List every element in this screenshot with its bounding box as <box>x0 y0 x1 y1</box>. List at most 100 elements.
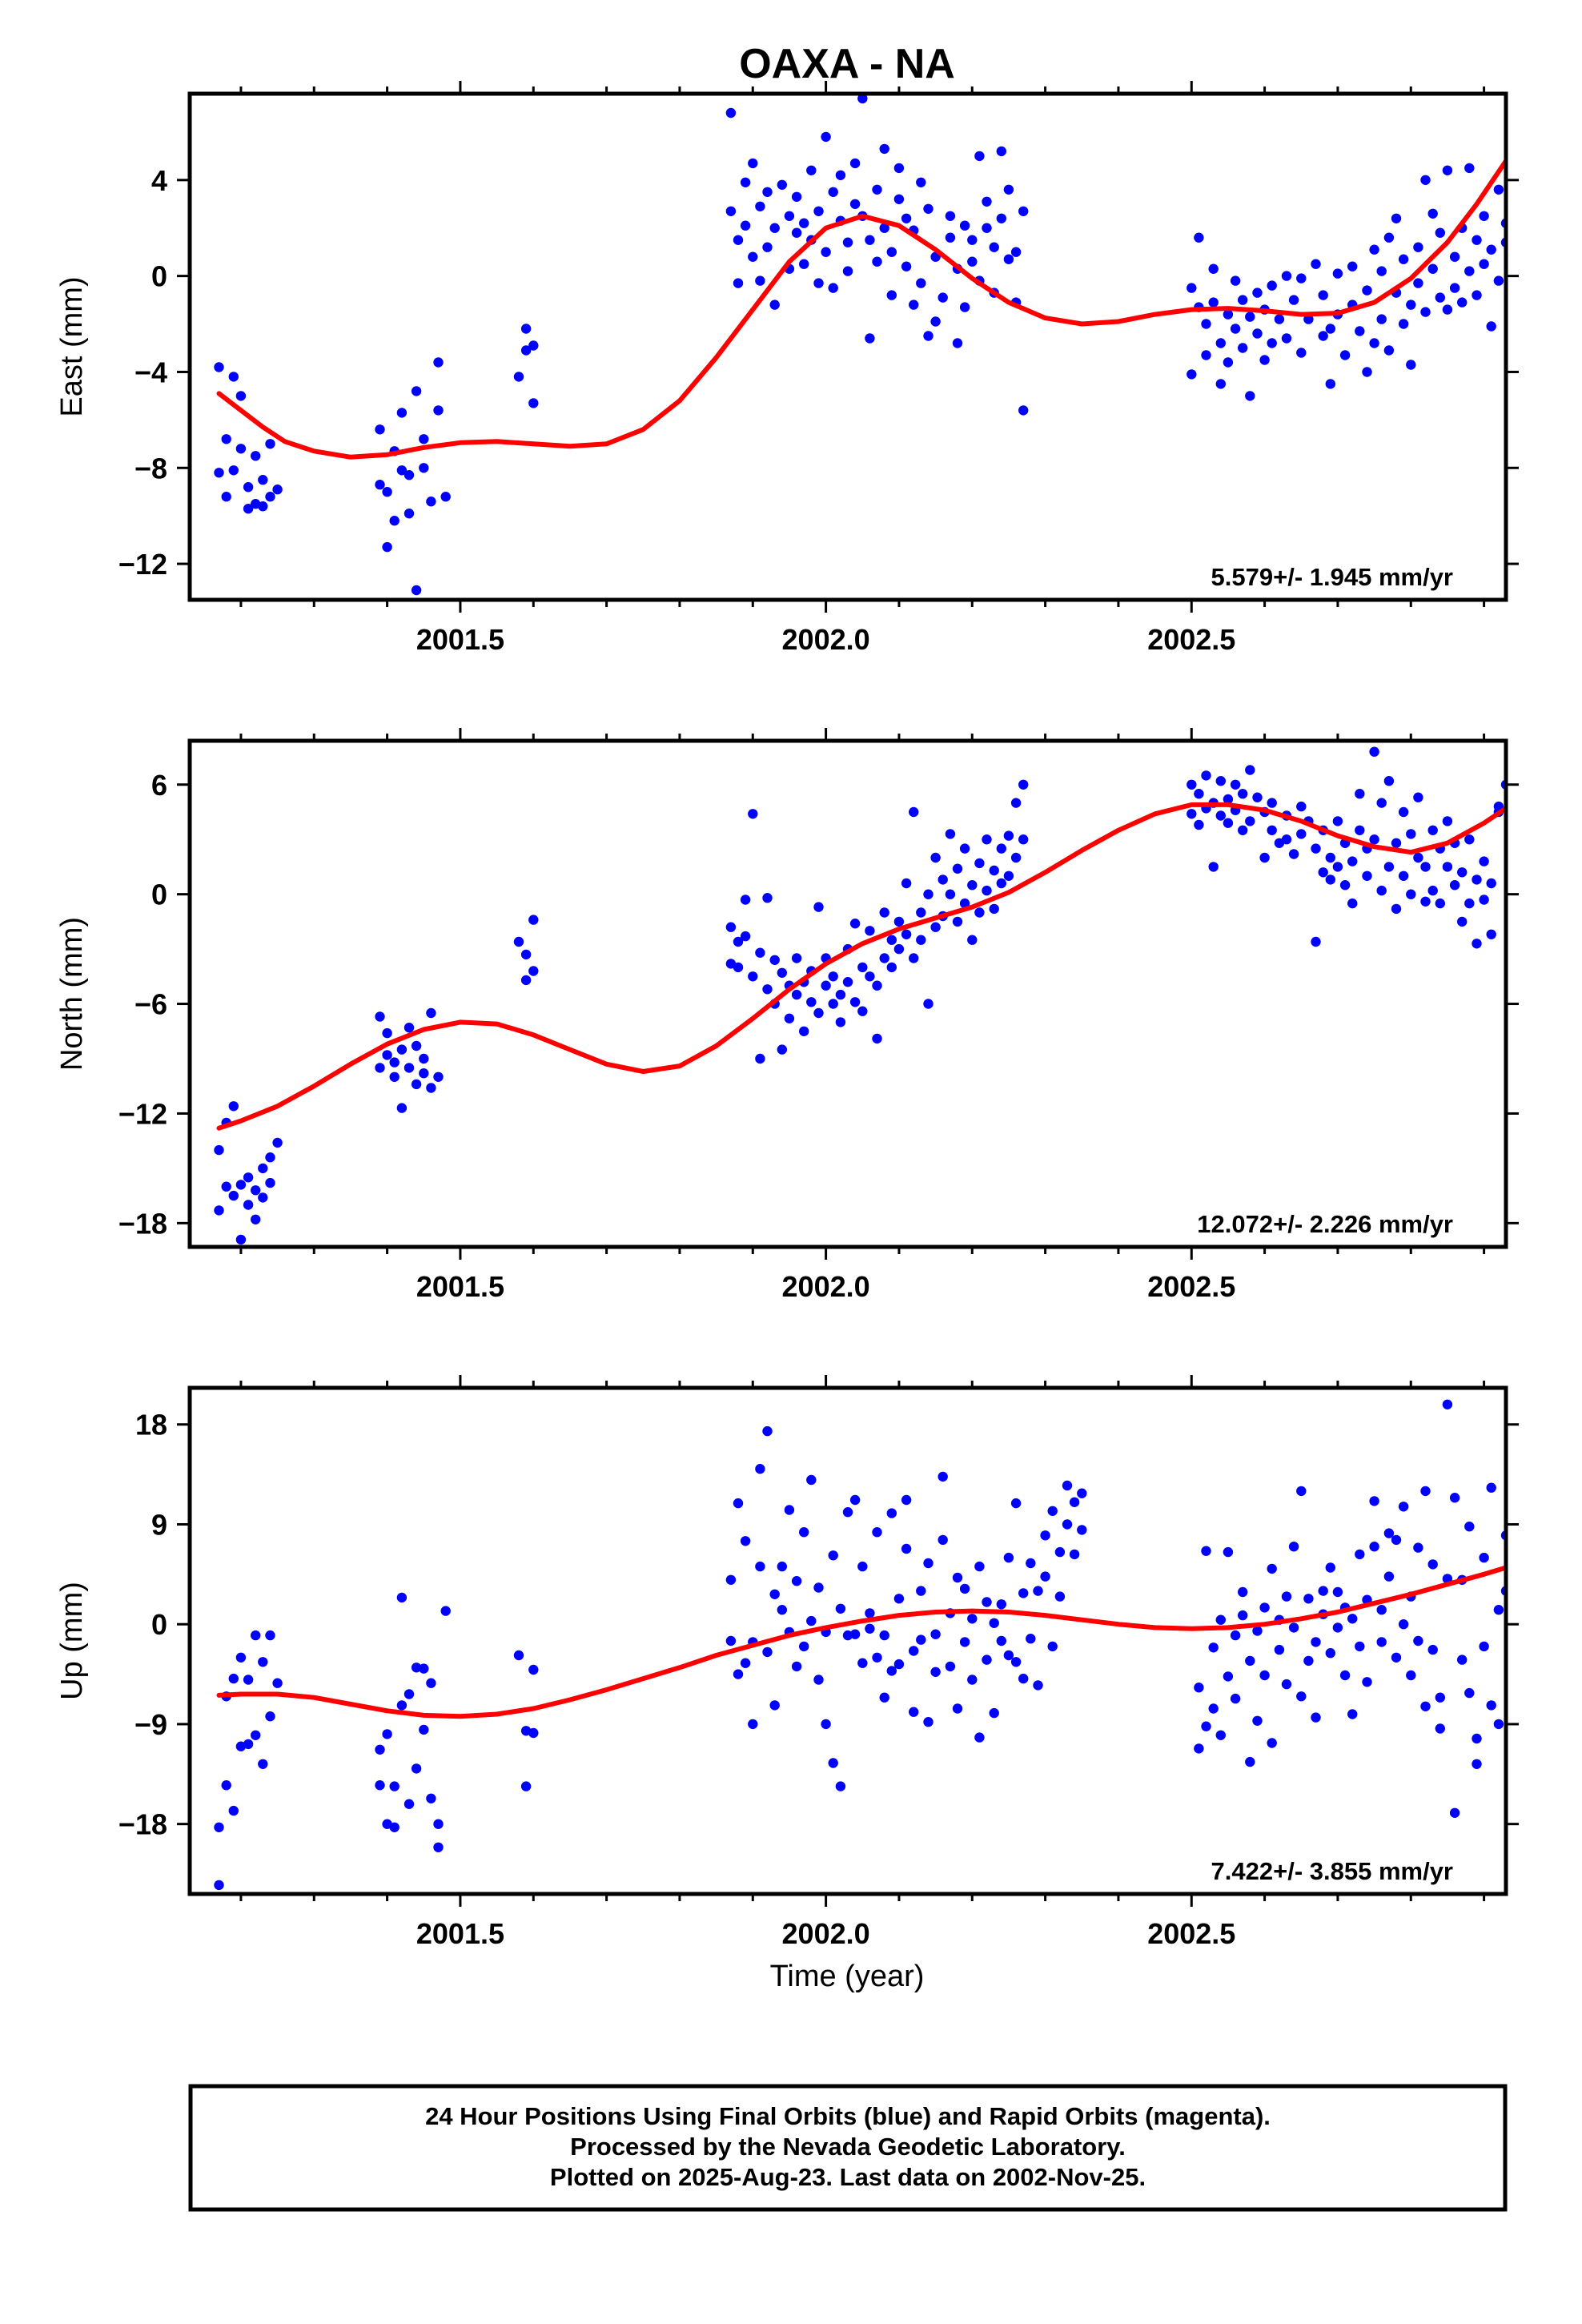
east-data-point <box>243 482 254 493</box>
east-data-point <box>733 278 744 288</box>
north-data-point <box>1018 834 1029 845</box>
north-data-point <box>996 843 1007 854</box>
north-data-point <box>1362 870 1372 882</box>
up-data-point <box>872 1527 882 1538</box>
up-data-point <box>982 1597 992 1607</box>
east-data-point <box>265 439 275 449</box>
north-data-point <box>1201 770 1211 781</box>
up-data-point <box>733 1498 744 1509</box>
up-data-point <box>1252 1715 1263 1726</box>
north-data-point <box>1369 834 1379 845</box>
north-data-point <box>243 1200 254 1210</box>
east-data-point <box>959 302 970 312</box>
north-data-point <box>872 980 882 991</box>
north-data-point <box>389 1057 400 1068</box>
up-data-point <box>901 1543 912 1554</box>
up-data-point <box>1069 1549 1080 1560</box>
up-data-point <box>1464 1522 1475 1532</box>
east-data-point <box>1413 278 1423 288</box>
north-data-point <box>1223 818 1234 828</box>
east-y-tick-label: 0 <box>151 260 167 293</box>
east-data-point <box>1208 263 1219 274</box>
north-data-point <box>886 962 897 973</box>
north-data-point <box>411 1040 422 1051</box>
east-data-point <box>1464 163 1475 174</box>
up-y-tick-label: 9 <box>151 1508 167 1541</box>
north-data-point <box>733 936 744 947</box>
up-data-point <box>1288 1622 1299 1633</box>
north-data-point <box>221 1181 231 1192</box>
east-data-point <box>1267 338 1277 348</box>
up-data-point <box>1062 1519 1073 1530</box>
north-data-point <box>258 1163 268 1174</box>
north-data-point <box>1010 798 1022 808</box>
east-data-point <box>769 300 780 310</box>
east-data-point <box>1018 405 1029 416</box>
north-data-point <box>748 971 758 982</box>
north-data-point <box>375 1011 385 1022</box>
north-data-point <box>996 878 1007 889</box>
up-data-point <box>1201 1721 1211 1731</box>
east-data-point <box>982 196 992 207</box>
north-data-point <box>1427 885 1438 896</box>
up-data-point <box>1223 1671 1234 1682</box>
north-data-point <box>769 955 780 966</box>
north-data-point <box>799 1026 809 1037</box>
east-data-point <box>725 107 737 119</box>
east-data-point <box>1325 379 1336 389</box>
east-data-point <box>1420 175 1431 185</box>
up-data-point <box>1062 1480 1073 1491</box>
up-data-point <box>1486 1482 1496 1493</box>
north-data-point <box>1208 862 1219 872</box>
up-data-point <box>974 1561 985 1572</box>
north-data-point <box>893 916 905 927</box>
up-data-point <box>1427 1644 1438 1655</box>
east-data-point <box>389 516 400 526</box>
east-data-point <box>433 405 444 416</box>
up-data-point <box>1391 1652 1402 1663</box>
up-data-point <box>1472 1733 1482 1744</box>
north-data-point <box>382 1050 392 1060</box>
east-data-point <box>755 275 765 286</box>
north-data-point <box>725 922 737 932</box>
north-data-point <box>404 1063 415 1073</box>
east-data-point <box>777 179 787 190</box>
east-y-tick-label: 4 <box>151 164 167 197</box>
north-data-point <box>1245 816 1255 826</box>
north-y-tick-label: −12 <box>118 1097 167 1130</box>
north-data-point <box>813 1007 824 1019</box>
east-data-point <box>996 146 1007 157</box>
north-data-point <box>857 962 868 973</box>
up-data-point <box>1077 1488 1087 1498</box>
north-data-point <box>791 989 802 1000</box>
up-data-point <box>806 1474 817 1486</box>
north-data-point <box>265 1177 275 1188</box>
north-data-point <box>228 1190 239 1201</box>
up-data-point <box>1296 1691 1307 1702</box>
north-data-point <box>1398 806 1409 818</box>
east-data-point <box>821 131 831 143</box>
north-data-point <box>1449 880 1460 891</box>
east-data-point <box>1435 227 1446 238</box>
up-data-point <box>777 1605 787 1615</box>
north-data-point <box>411 1079 422 1090</box>
east-rate-label: 5.579+/- 1.945 mm/yr <box>1211 563 1453 591</box>
east-data-point <box>901 261 912 271</box>
north-data-point <box>733 962 744 973</box>
north-data-point <box>404 1023 415 1033</box>
up-data-point <box>1033 1680 1043 1691</box>
up-data-point <box>1069 1497 1080 1508</box>
east-data-point <box>1493 275 1504 286</box>
east-data-point <box>996 213 1007 223</box>
up-panel: −18 −9 0 9 18 2001.5 2002.0 2002.5 Up (mm) 7.422+… <box>55 1375 1519 1950</box>
north-data-point <box>1325 852 1336 863</box>
north-data-point <box>1332 862 1343 872</box>
north-data-point <box>528 966 539 976</box>
east-data-point <box>1398 319 1409 329</box>
north-data-point <box>1003 830 1014 841</box>
north-data-point <box>1472 939 1482 949</box>
north-data-point <box>879 907 889 918</box>
east-data-point <box>967 256 978 267</box>
up-data-point <box>1457 1655 1468 1665</box>
up-data-point <box>938 1534 948 1546</box>
